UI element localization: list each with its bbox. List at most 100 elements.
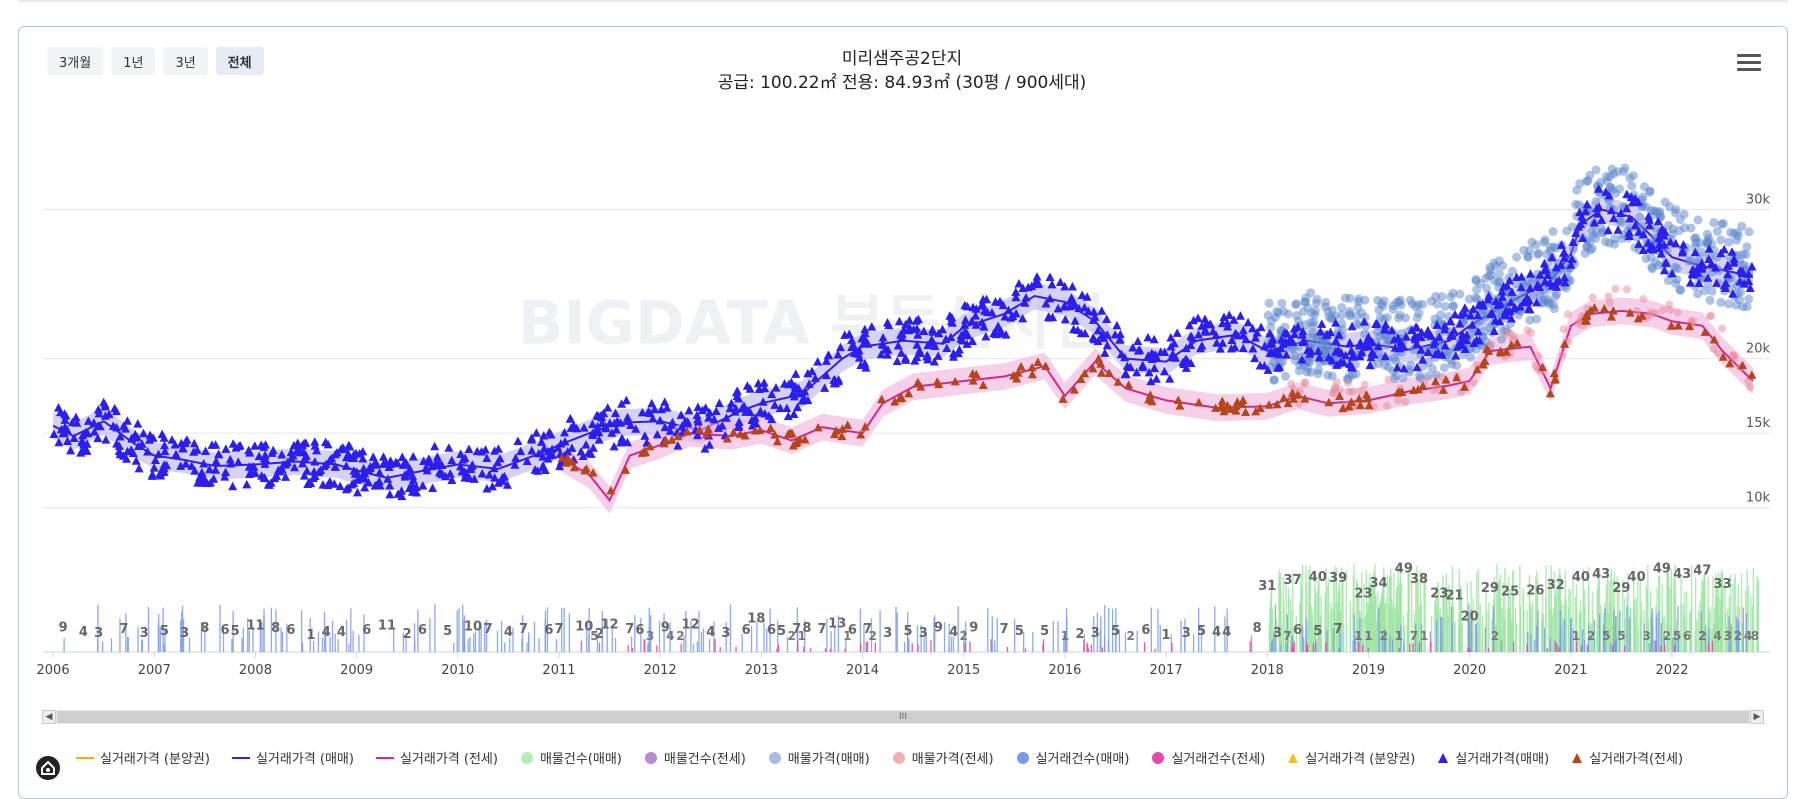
listing-count-bar <box>1419 606 1421 652</box>
jeonse-count-label: 4 <box>1713 629 1721 643</box>
legend-item[interactable]: 실거래가격(전세) <box>1571 748 1683 767</box>
range-1y-button[interactable]: 1년 <box>111 47 156 75</box>
sale-transaction-triangle <box>1018 283 1028 292</box>
sale-count-bar <box>413 640 416 652</box>
sale-transaction-triangle <box>325 477 335 486</box>
sale-count-bar <box>1063 634 1065 652</box>
listing-count-bar <box>1458 569 1460 652</box>
listing-count-bar <box>1582 569 1584 652</box>
listing-price-jeonse-dot <box>1709 344 1718 353</box>
sale-count-bar <box>1303 637 1305 652</box>
listing-count-bar <box>1756 604 1758 652</box>
sale-count-bar <box>796 607 798 652</box>
listing-price-sale-dot <box>1294 366 1304 376</box>
sale-transaction-triangle <box>171 449 181 459</box>
jeonse-transaction-triangle <box>1344 402 1354 411</box>
sale-transaction-triangle <box>430 441 440 451</box>
legend-item[interactable]: 실거래가격 (분양권) <box>76 748 210 767</box>
legend-item[interactable]: 실거래가격 (매매) <box>231 748 354 767</box>
listing-count-bar <box>1514 608 1517 652</box>
sale-transaction-triangle <box>1067 282 1077 291</box>
sale-transaction-triangle <box>432 452 442 461</box>
listing-count-bar <box>1712 624 1715 652</box>
hamburger-menu-icon[interactable] <box>1737 54 1761 74</box>
listing-count-bar <box>1317 602 1319 652</box>
sale-count-bar <box>1214 606 1216 652</box>
jeonse-count-bar <box>1554 640 1556 652</box>
sale-transaction-triangle <box>1571 228 1581 237</box>
sale-transaction-triangle <box>1577 211 1587 221</box>
sale-count-bar <box>509 637 511 652</box>
scroll-right-arrow-icon[interactable]: ▶ <box>1750 710 1764 724</box>
sale-transaction-triangle <box>1331 318 1341 327</box>
listing-price-sale-dot <box>1406 360 1416 370</box>
sale-count-bar <box>312 641 315 652</box>
sale-transaction-triangle <box>1616 208 1626 218</box>
jeonse-transaction-triangle <box>1255 403 1265 412</box>
sale-count-bar <box>1305 618 1307 652</box>
sale-count-bar <box>879 610 881 652</box>
sale-transaction-triangle <box>1593 209 1603 218</box>
scroll-thumb[interactable]: III <box>57 711 1749 723</box>
sale-transaction-triangle <box>1592 203 1602 213</box>
sale-transaction-triangle <box>1276 343 1286 353</box>
jeonse-transaction-triangle <box>606 485 616 495</box>
legend-item[interactable]: 실거래건수(전세) <box>1151 748 1265 767</box>
sale-transaction-triangle <box>948 352 958 361</box>
legend-item[interactable]: 매물건수(전세) <box>644 748 746 767</box>
sale-transaction-triangle <box>1008 311 1018 321</box>
listing-count-bar <box>1423 630 1425 652</box>
legend-item[interactable]: 매물건수(매매) <box>520 748 622 767</box>
sale-transaction-triangle <box>490 446 500 455</box>
sale-transaction-triangle <box>122 416 132 425</box>
legend-item[interactable]: 매물가격(매매) <box>768 748 870 767</box>
listing-count-bar <box>1445 596 1447 652</box>
sale-transaction-triangle <box>386 456 396 465</box>
sale-count-bar <box>200 622 203 652</box>
sale-count-bar <box>538 638 540 652</box>
sale-transaction-triangle <box>647 398 657 408</box>
jeonse-count-bar <box>1367 647 1369 652</box>
sale-transaction-triangle <box>89 427 99 436</box>
sale-transaction-triangle <box>176 438 186 448</box>
sale-transaction-triangle <box>49 429 59 438</box>
sale-count-bar <box>147 606 150 652</box>
sale-transaction-triangle <box>820 383 830 392</box>
sale-transaction-triangle <box>114 446 124 456</box>
listing-count-bar <box>1356 621 1359 652</box>
sale-count-bar <box>834 625 836 652</box>
range-3m-button[interactable]: 3개월 <box>47 47 104 75</box>
sale-count-bar <box>729 604 732 652</box>
sale-count-bar <box>119 618 121 652</box>
legend-item[interactable]: 실거래가격 (전세) <box>375 748 498 767</box>
legend-item[interactable]: 실거래건수(매매) <box>1016 748 1129 767</box>
sale-transaction-triangle <box>1455 319 1465 328</box>
home-logo-icon[interactable] <box>36 756 60 780</box>
sale-count-label: 7 <box>818 622 827 637</box>
sale-count-bar <box>402 632 404 652</box>
listing-price-sale-dot <box>1281 371 1291 381</box>
sale-count-bar <box>948 623 950 652</box>
listing-price-sale-dot <box>1587 227 1597 237</box>
sale-count-bar <box>181 611 183 652</box>
jeonse-transaction-triangle <box>1238 395 1248 404</box>
sale-transaction-triangle <box>1289 329 1299 338</box>
range-all-button[interactable]: 전체 <box>215 47 264 75</box>
navigator-scrollbar[interactable]: ◀ III ▶ <box>42 710 1764 724</box>
scroll-left-arrow-icon[interactable]: ◀ <box>42 710 56 724</box>
sale-transaction-triangle <box>967 336 977 345</box>
sale-transaction-triangle <box>268 445 278 455</box>
legend-item[interactable]: 실거래가격(매매) <box>1437 748 1549 767</box>
range-3y-button[interactable]: 3년 <box>163 47 208 75</box>
sale-count-label: 7 <box>625 622 634 637</box>
sale-transaction-triangle <box>1423 347 1433 357</box>
sale-transaction-triangle <box>1500 307 1510 316</box>
sale-transaction-triangle <box>1653 216 1663 226</box>
legend-item[interactable]: 매물가격(전세) <box>892 748 994 767</box>
sale-transaction-triangle <box>1417 327 1427 337</box>
listing-count-bar <box>1689 613 1692 652</box>
sale-transaction-triangle <box>1275 362 1285 372</box>
legend-item[interactable]: 실거래가격 (분양권) <box>1287 748 1415 767</box>
sale-count-bar <box>1615 637 1617 652</box>
jeonse-count-bar <box>656 645 658 652</box>
